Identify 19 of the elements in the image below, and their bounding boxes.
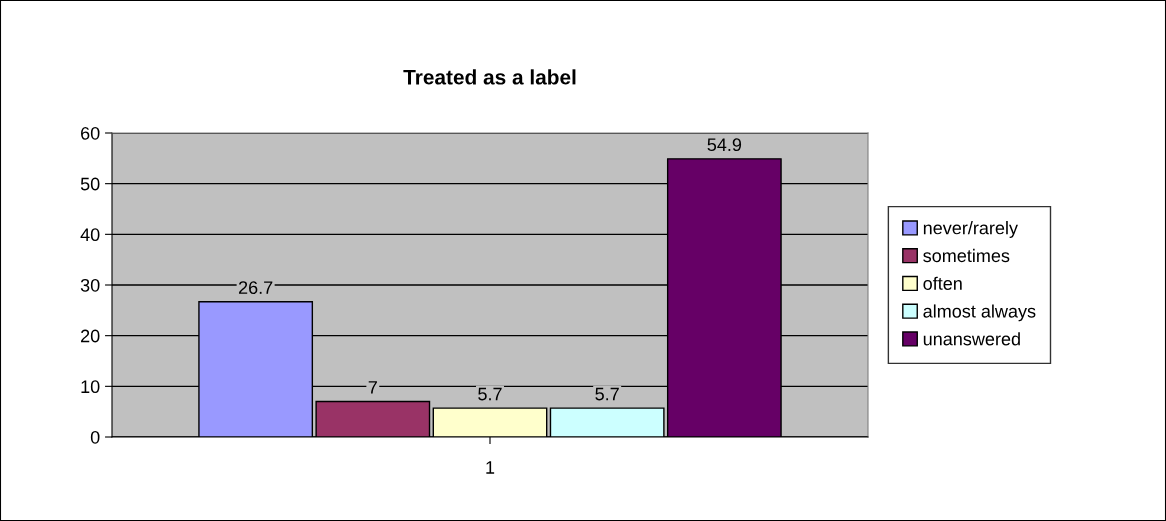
y-tick-label: 0 — [90, 430, 100, 444]
y-tick-label: 50 — [80, 177, 100, 191]
x-tick-label: 1 — [486, 461, 495, 474]
y-tick-label: 60 — [81, 126, 100, 140]
y-tick-label: 40 — [80, 228, 100, 242]
legend-label: unanswered — [923, 332, 1020, 346]
legend-label: almost always — [923, 304, 1036, 322]
data-label: 26.7 — [238, 281, 273, 294]
y-tick-label: 30 — [80, 278, 100, 292]
y-tick-label: 20 — [81, 329, 100, 343]
data-label: 5.7 — [595, 387, 619, 401]
data-label: 5.7 — [478, 387, 502, 401]
y-tick-label: 10 — [81, 380, 100, 394]
chart-title: Treated as a label — [403, 69, 576, 85]
legend-label: often — [923, 276, 962, 290]
data-label: 7 — [368, 381, 377, 394]
legend-label: never/rarely — [923, 221, 1018, 238]
legend-label: sometimes — [923, 248, 1010, 263]
data-label: 54.9 — [707, 138, 742, 152]
